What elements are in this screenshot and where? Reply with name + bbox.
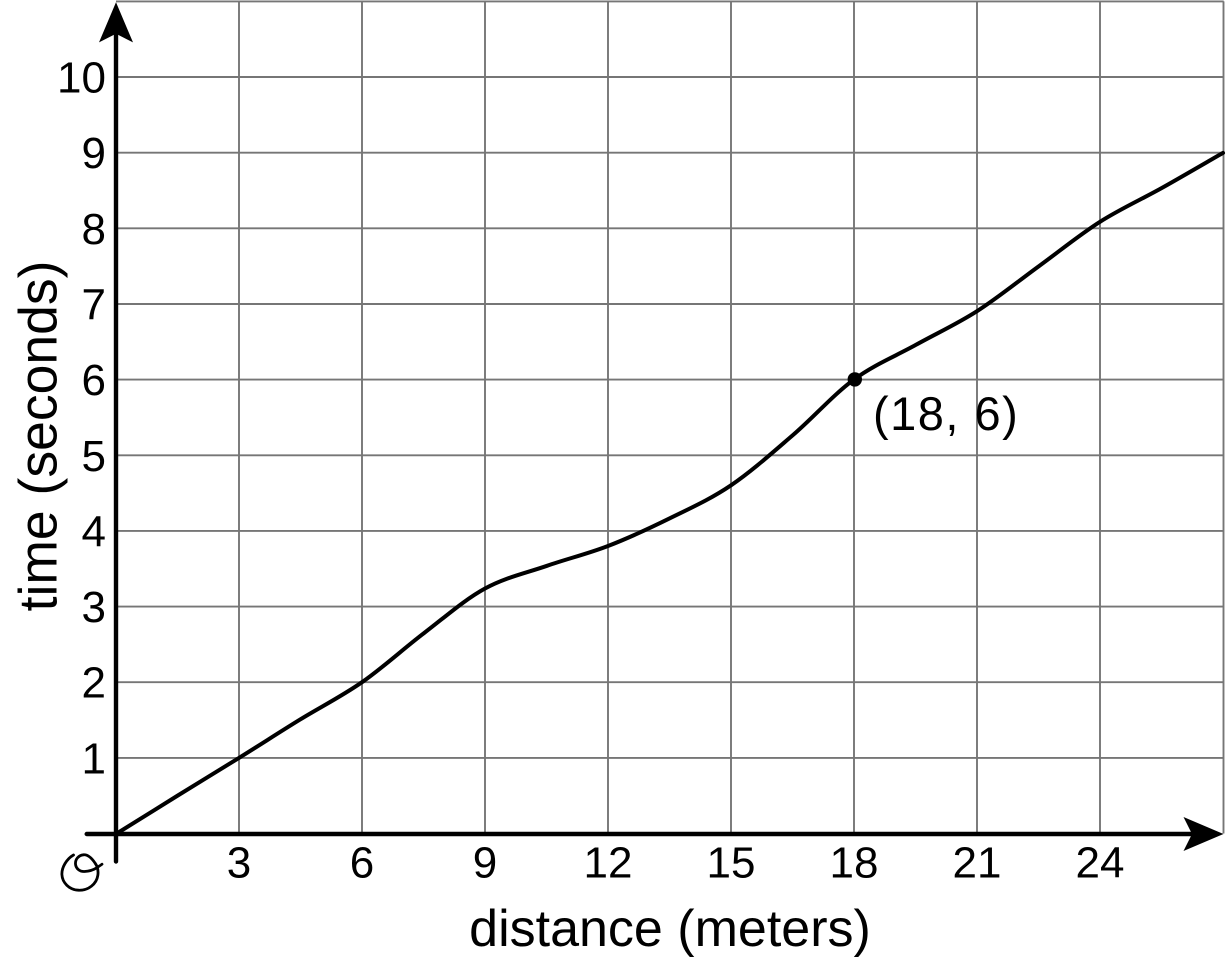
svg-text:15: 15 — [707, 839, 756, 888]
svg-text:9: 9 — [473, 839, 497, 888]
svg-text:3: 3 — [82, 583, 106, 632]
svg-text:(18, 6): (18, 6) — [873, 387, 1019, 440]
svg-text:7: 7 — [82, 281, 106, 330]
svg-text:3: 3 — [227, 839, 251, 888]
svg-text:6: 6 — [350, 839, 374, 888]
svg-text:9: 9 — [82, 129, 106, 178]
svg-text:time (seconds): time (seconds) — [10, 261, 69, 612]
svg-text:12: 12 — [584, 839, 633, 888]
svg-text:1: 1 — [82, 734, 106, 783]
svg-text:4: 4 — [82, 507, 106, 556]
svg-text:distance (meters): distance (meters) — [469, 900, 871, 958]
svg-text:18: 18 — [830, 839, 879, 888]
svg-text:5: 5 — [82, 432, 106, 481]
svg-text:8: 8 — [82, 205, 106, 254]
svg-text:10: 10 — [57, 54, 106, 103]
svg-text:2: 2 — [82, 659, 106, 708]
svg-text:21: 21 — [953, 839, 1002, 888]
svg-text:6: 6 — [82, 356, 106, 405]
svg-text:24: 24 — [1076, 839, 1125, 888]
